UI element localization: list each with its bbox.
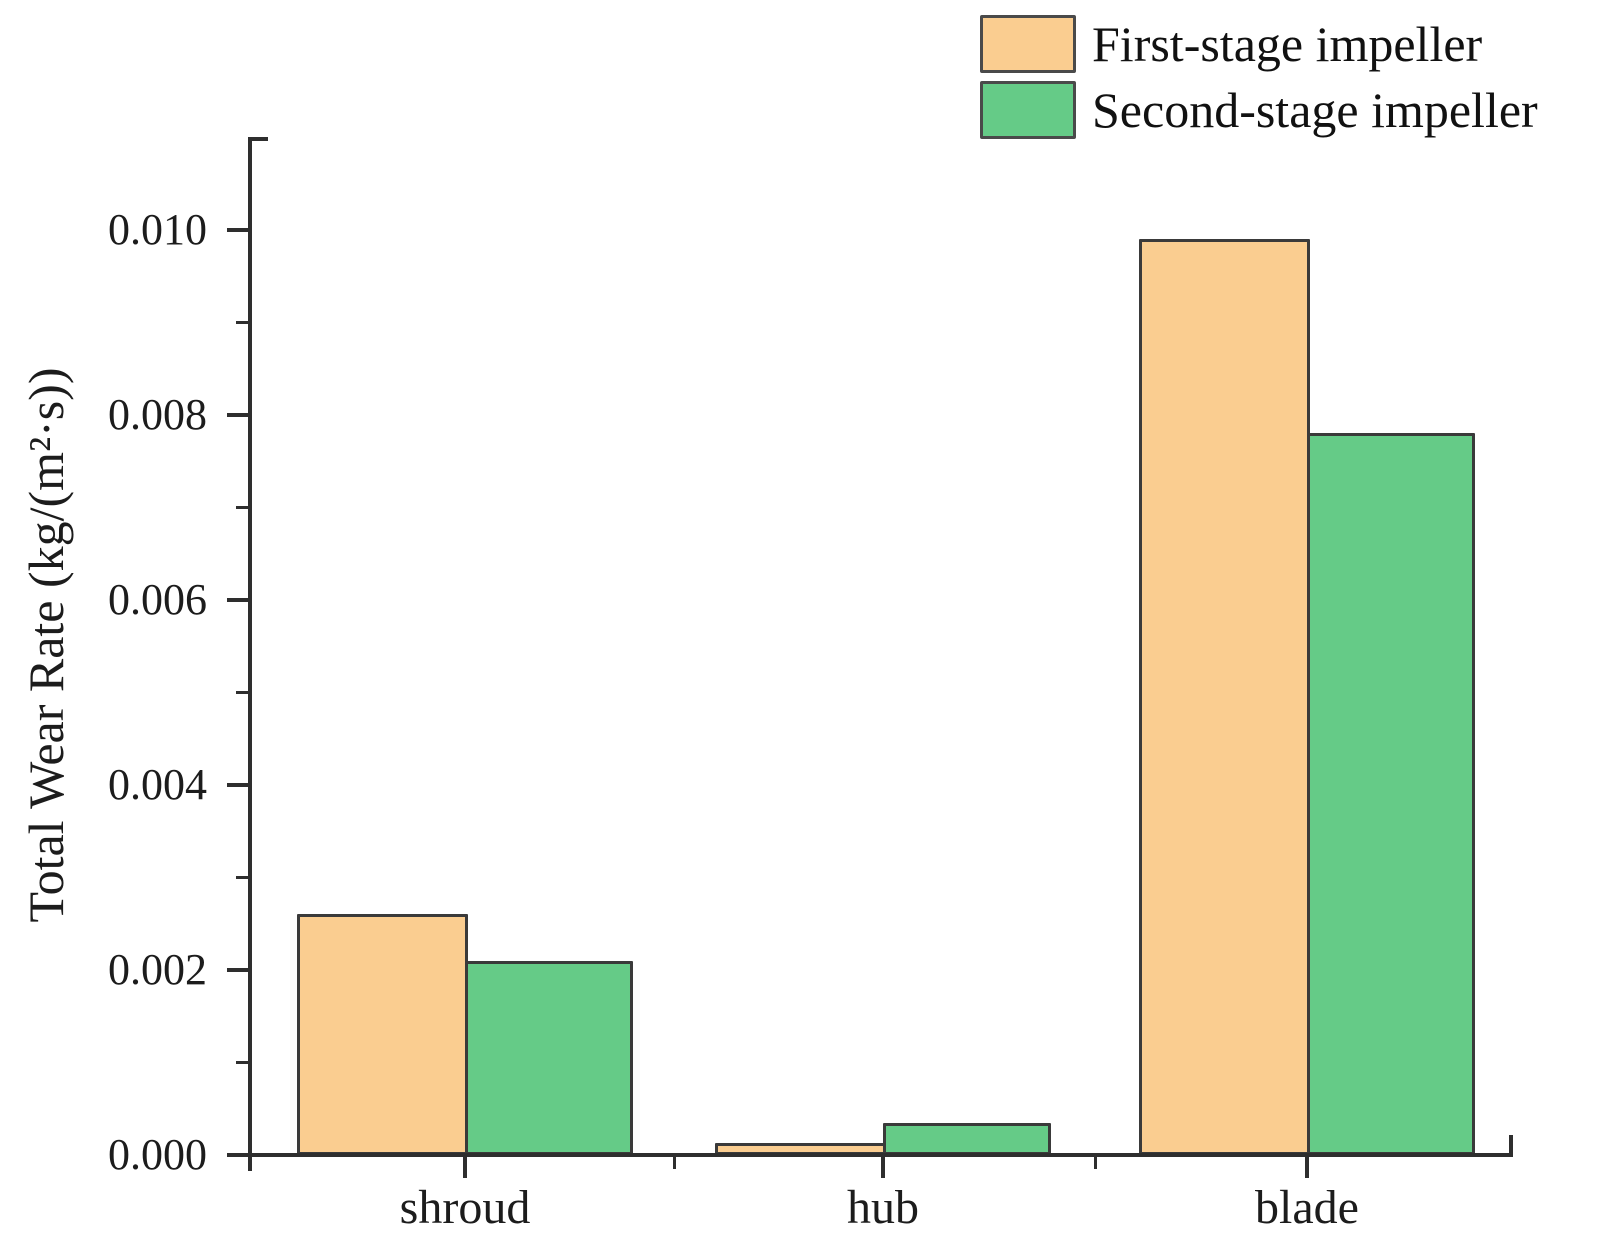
y-tick-label: 0.008 xyxy=(108,389,207,439)
bar-second-stage-impeller-shroud xyxy=(465,960,633,1155)
y-minor-tick xyxy=(236,320,248,324)
legend-label: Second-stage impeller xyxy=(1092,82,1538,138)
bar-second-stage-impeller-blade xyxy=(1307,433,1475,1155)
legend-swatch-second-stage-impeller xyxy=(980,81,1076,139)
x-axis-end-cap xyxy=(1509,1135,1513,1155)
x-category-label: blade xyxy=(1255,1181,1359,1234)
bar-first-stage-impeller-shroud xyxy=(297,914,468,1155)
y-axis-line xyxy=(248,137,252,1171)
y-major-tick xyxy=(227,1153,248,1157)
y-minor-tick xyxy=(236,1060,248,1064)
y-major-tick xyxy=(227,782,248,787)
y-tick-label: 0.004 xyxy=(108,759,207,809)
y-tick-label: 0.000 xyxy=(108,1130,207,1179)
legend-item-second-stage-impeller: Second-stage impeller xyxy=(980,80,1538,140)
y-major-tick xyxy=(227,412,248,417)
y-major-tick xyxy=(227,597,248,602)
legend-item-first-stage-impeller: First-stage impeller xyxy=(980,14,1538,74)
y-axis-end-cap xyxy=(248,137,268,141)
x-boundary-tick xyxy=(672,1157,676,1169)
x-category-tick xyxy=(463,1157,467,1178)
y-tick-label: 0.002 xyxy=(108,944,207,994)
x-axis-line xyxy=(248,1153,1513,1157)
x-category-label: shroud xyxy=(399,1181,531,1234)
legend-swatch-first-stage-impeller xyxy=(980,15,1076,73)
x-category-tick xyxy=(881,1157,885,1178)
bar-second-stage-impeller-hub xyxy=(883,1122,1051,1155)
x-category-label: hub xyxy=(847,1181,919,1234)
y-tick-label: 0.010 xyxy=(108,204,207,254)
y-minor-tick xyxy=(236,875,248,879)
x-boundary-tick xyxy=(1093,1157,1097,1169)
bar-first-stage-impeller-blade xyxy=(1139,238,1310,1155)
y-major-tick xyxy=(227,967,248,972)
y-major-tick xyxy=(227,227,248,232)
y-minor-tick xyxy=(236,690,248,694)
y-tick-label: 0.006 xyxy=(108,574,207,624)
y-minor-tick xyxy=(236,505,248,509)
x-category-tick xyxy=(1305,1157,1309,1178)
legend-label: First-stage impeller xyxy=(1092,16,1483,72)
legend: First-stage impeller Second-stage impelle… xyxy=(980,14,1538,140)
